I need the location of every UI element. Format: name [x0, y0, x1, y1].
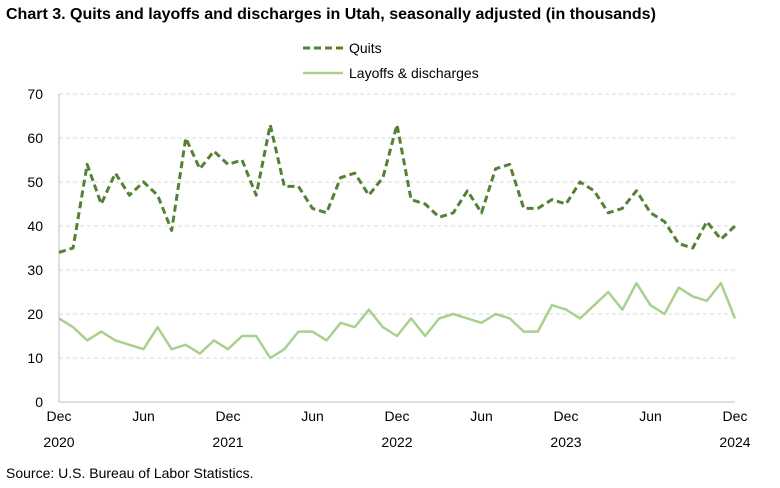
x-tick-year: 2024	[719, 434, 750, 450]
y-tick-label: 50	[27, 174, 43, 190]
axes	[58, 94, 735, 403]
x-tick-month: Dec	[554, 408, 579, 424]
y-tick-label: 60	[27, 130, 43, 146]
legend-label-quits: Quits	[349, 40, 382, 56]
x-tick-labels: Dec 2020 Jun Dec 2021 Jun Dec 2022 Jun Dec 2023 Jun…	[43, 408, 750, 450]
chart-title: Chart 3. Quits and layoffs and discharge…	[6, 6, 656, 23]
x-tick-month: Dec	[47, 408, 72, 424]
x-tick-year: 2021	[212, 434, 243, 450]
series-line-layoffs-discharges	[58, 281, 737, 360]
x-tick-month: Dec	[723, 408, 748, 424]
x-tick-month: Jun	[470, 408, 493, 424]
y-tick-label: 10	[27, 350, 43, 366]
source-note: Source: U.S. Bureau of Labor Statistics.	[6, 465, 254, 481]
y-tick-label: 0	[35, 394, 43, 410]
y-tick-label: 30	[27, 262, 43, 278]
series-lines	[58, 123, 737, 360]
y-tick-labels: 0 10 20 30 40 50 60 70	[27, 86, 43, 410]
y-tick-label: 20	[27, 306, 43, 322]
x-tick-month: Jun	[639, 408, 662, 424]
x-tick-year: 2022	[381, 434, 412, 450]
x-tick-year: 2020	[43, 434, 74, 450]
x-tick-month: Jun	[132, 408, 155, 424]
y-tick-label: 70	[27, 86, 43, 102]
gridlines	[59, 93, 735, 359]
legend: Quits Layoffs & discharges	[303, 40, 479, 81]
x-tick-year: 2023	[550, 434, 581, 450]
series-line-quits	[58, 123, 737, 254]
x-tick-month: Dec	[216, 408, 241, 424]
x-tick-month: Dec	[385, 408, 410, 424]
x-tick-month: Jun	[301, 408, 324, 424]
legend-label-layoffs-discharges: Layoffs & discharges	[349, 65, 479, 81]
y-tick-label: 40	[27, 218, 43, 234]
